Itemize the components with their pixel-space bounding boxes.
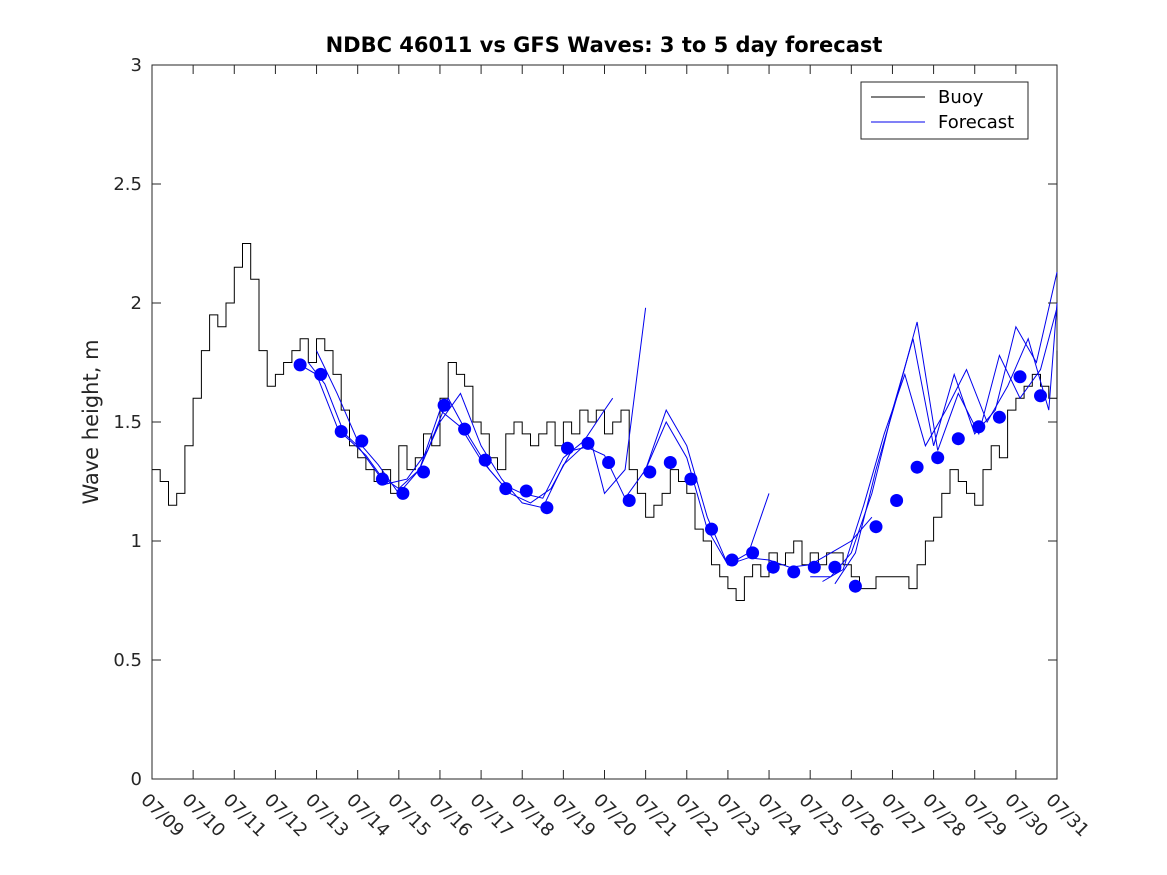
- x-tick-label: 07/29: [959, 790, 1011, 842]
- x-tick-label: 07/16: [424, 790, 476, 842]
- forecast-point: [643, 465, 657, 479]
- forecast-point: [622, 494, 636, 507]
- x-tick-label: 07/13: [301, 790, 353, 842]
- forecast-point: [396, 486, 410, 500]
- x-tick-label: 07/20: [589, 790, 641, 842]
- forecast-point: [478, 453, 492, 467]
- legend: Buoy Forecast: [860, 81, 1029, 140]
- buoy-series-line: [152, 243, 1058, 601]
- forecast-point: [869, 520, 883, 534]
- x-tick-label: 07/24: [754, 790, 806, 842]
- forecast-point: [890, 494, 904, 507]
- forecast-point: [931, 451, 945, 465]
- forecast-point: [972, 420, 986, 434]
- x-tick-label: 07/25: [795, 790, 847, 842]
- x-tick-label: 07/12: [260, 790, 312, 842]
- legend-forecast-label: Forecast: [938, 112, 1014, 133]
- y-tick-label: 0.5: [113, 650, 142, 671]
- x-tick-label: 07/18: [507, 790, 559, 842]
- forecast-point: [417, 465, 430, 479]
- y-tick-label: 0: [131, 769, 142, 790]
- forecast-point: [705, 522, 718, 536]
- forecast-point: [499, 482, 513, 496]
- x-tick-label: 07/19: [548, 790, 600, 842]
- forecast-run-line: [645, 408, 873, 568]
- forecast-point: [458, 422, 472, 436]
- x-tick-label: 07/09: [136, 790, 188, 842]
- legend-box: [860, 81, 1029, 140]
- forecast-point: [828, 560, 842, 574]
- y-tick-label: 1: [131, 531, 142, 552]
- forecast-run-line: [810, 271, 1058, 578]
- x-tick-label: 07/23: [712, 790, 764, 842]
- forecast-point: [519, 484, 533, 498]
- x-tick-label: 07/27: [877, 790, 929, 842]
- x-tick-label: 07/26: [836, 790, 888, 842]
- forecast-run-line: [822, 302, 1058, 582]
- forecast-point: [375, 472, 389, 486]
- x-tick-label: 07/11: [219, 790, 271, 842]
- forecast-point: [766, 560, 780, 574]
- x-tick-label: 07/21: [630, 790, 682, 842]
- x-tick-label: 07/10: [178, 790, 230, 842]
- forecast-point: [910, 460, 924, 474]
- forecast-point: [848, 579, 862, 593]
- forecast-point: [1013, 370, 1027, 384]
- x-tick-label: 07/22: [671, 790, 723, 842]
- x-tick-label: 07/14: [342, 790, 394, 842]
- forecast-point: [684, 472, 698, 486]
- x-tick-label: 07/30: [1000, 790, 1052, 842]
- x-tick-label: 07/15: [383, 790, 435, 842]
- forecast-point: [1034, 389, 1047, 403]
- forecast-point: [334, 425, 348, 438]
- forecast-point: [355, 434, 369, 448]
- y-tick-label: 3: [131, 55, 142, 76]
- y-tick-label: 1.5: [113, 412, 142, 433]
- forecast-point: [663, 456, 677, 469]
- forecast-point: [725, 553, 739, 567]
- forecast-point: [581, 436, 595, 450]
- forecast-point: [561, 441, 574, 455]
- forecast-point: [314, 367, 328, 381]
- y-tick-label: 2: [131, 293, 142, 314]
- forecast-point: [746, 546, 760, 560]
- y-tick-label: 2.5: [113, 174, 142, 195]
- y-axis-label: Wave height, m: [79, 339, 103, 504]
- forecast-run-line: [307, 307, 647, 504]
- x-tick-label: 07/28: [918, 790, 970, 842]
- forecast-point: [787, 565, 801, 579]
- forecast-point: [293, 358, 307, 372]
- chart-title: NDBC 46011 vs GFS Waves: 3 to 5 day fore…: [326, 33, 883, 57]
- x-tick-label: 07/31: [1041, 790, 1093, 842]
- forecast-points-layer: [293, 358, 1047, 593]
- forecast-point: [540, 501, 554, 515]
- forecast-point: [951, 432, 965, 446]
- forecast-point: [602, 456, 616, 469]
- forecast-point: [437, 398, 451, 412]
- forecast-point: [992, 410, 1006, 424]
- forecast-run-line: [834, 307, 1058, 585]
- buoy-layer: [152, 243, 1058, 601]
- legend-buoy-label: Buoy: [938, 87, 984, 108]
- forecast-point: [807, 560, 821, 574]
- x-tick-label: 07/17: [466, 790, 518, 842]
